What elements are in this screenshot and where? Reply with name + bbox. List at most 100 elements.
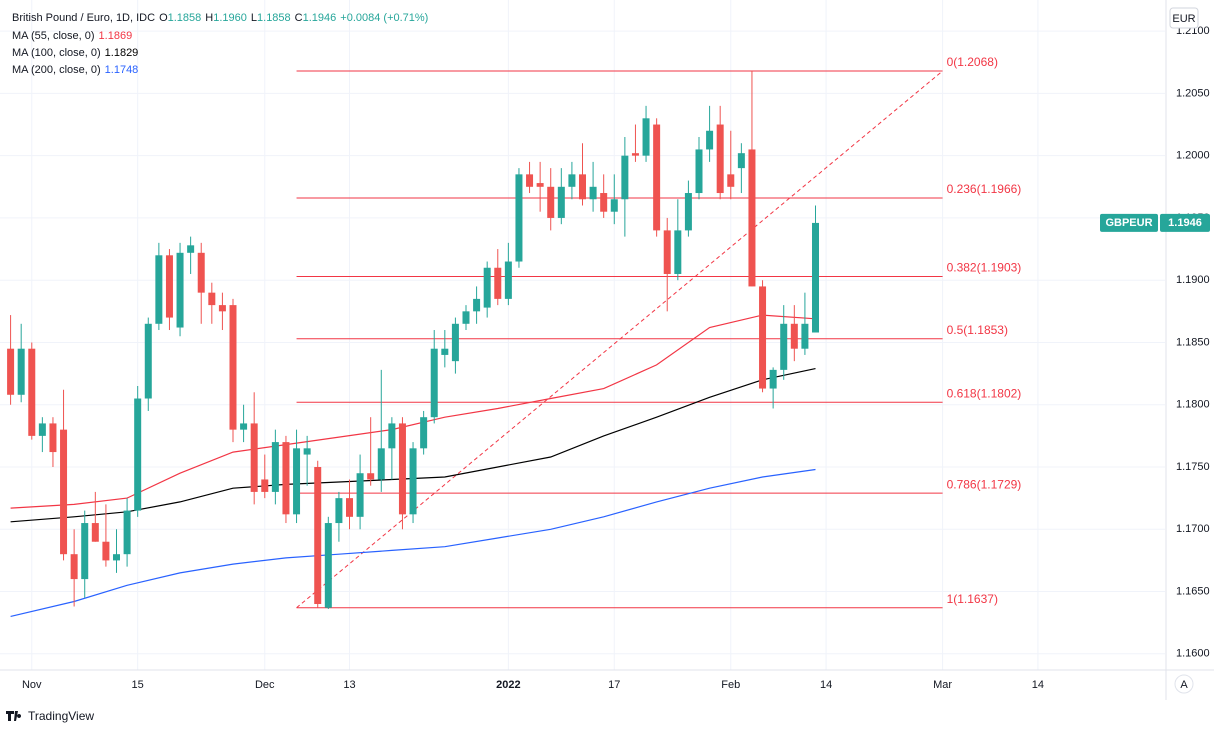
candle-body [293, 448, 301, 515]
plot: 0(1.2068) 0.236(1.1966) 0.382(1.1903) 0.5(1… [7, 55, 1022, 617]
candle-body [557, 186, 565, 218]
candle-body [123, 510, 131, 555]
legend-indicator: MA (100, close, 0) [12, 47, 101, 59]
candle-body [134, 398, 142, 511]
y-tick-label: 1.1650 [1176, 585, 1210, 597]
moving-average [10, 468, 816, 617]
candle-body [102, 541, 110, 561]
candle-body [261, 479, 269, 492]
candle-body [229, 305, 237, 430]
legend-symbol: British Pound / Euro, 1D, IDC [12, 12, 155, 24]
ticker-tag [1100, 213, 1158, 232]
x-tick-label: Mar [933, 679, 952, 691]
candle-body [367, 473, 375, 480]
x-tick-label: 2022 [496, 679, 520, 691]
fib-label: 0.618(1.1802) [947, 386, 1022, 400]
y-tick-label: 1.1700 [1176, 523, 1210, 535]
candle-body [17, 348, 25, 395]
fib-trend-line [296, 70, 943, 609]
candle-body [504, 261, 512, 299]
candle-body [176, 252, 184, 328]
candle-body [600, 193, 608, 212]
fib-label: 0(1.2068) [947, 55, 998, 69]
candle-body [398, 423, 406, 515]
fib-label: 0.236(1.1966) [947, 182, 1022, 196]
x-tick-label: 15 [132, 679, 144, 691]
last-price: 1.1946 [1168, 217, 1202, 229]
candle-body [568, 174, 576, 187]
x-tick-label: Nov [22, 679, 42, 691]
candle-body [494, 267, 502, 299]
candle-body [536, 183, 544, 187]
candle-body [91, 523, 99, 542]
candle-body [790, 323, 798, 349]
candle-body [28, 348, 36, 436]
candle-body [250, 423, 258, 492]
y-tick-label: 1.2000 [1176, 150, 1210, 162]
grid [0, 0, 1165, 670]
candle-body [642, 118, 650, 156]
candle-body [346, 498, 353, 517]
candle-body [38, 423, 46, 436]
candle-body [303, 448, 311, 455]
legend-indicator-value: 1.1869 [99, 30, 133, 42]
candle-body [113, 554, 120, 561]
currency-box[interactable] [1169, 7, 1199, 29]
x-tick-label: 14 [1032, 679, 1044, 691]
candle-body [706, 130, 714, 150]
candle-body [547, 186, 555, 218]
legend-value: 1.1960 [213, 12, 247, 24]
candle-body [674, 230, 682, 274]
candle-body [589, 186, 597, 200]
candle-body [144, 323, 152, 399]
candle-body [81, 523, 89, 580]
legend-indicator: MA (55, close, 0) [12, 30, 95, 42]
candle-body [282, 442, 290, 515]
candle-body [208, 292, 216, 306]
candle-body [759, 286, 767, 389]
auto-scale-button[interactable] [1174, 674, 1194, 694]
auto-scale-label: A [1180, 679, 1188, 691]
candle-body [695, 149, 703, 194]
candle-body [49, 423, 57, 453]
brand-logo [6, 711, 22, 721]
x-tick-label: 13 [343, 679, 355, 691]
candle-body [451, 323, 459, 362]
candle-body [462, 311, 470, 324]
legend: British Pound / Euro, 1D, IDC O 1.1858 H 1.1… [12, 12, 428, 76]
candle-body [165, 255, 173, 318]
legend-value: 1.1858 [257, 12, 291, 24]
candle-body [684, 193, 692, 231]
candle-body [377, 448, 385, 480]
candle-body [271, 442, 279, 492]
candle-body [409, 448, 417, 515]
candle-body [780, 323, 788, 370]
moving-average [10, 314, 816, 509]
candle-body [388, 423, 396, 449]
ticker: GBPEUR [1105, 217, 1152, 229]
candle-body [473, 298, 481, 312]
candle-body [314, 467, 322, 604]
candle-body [801, 323, 809, 349]
legend-value: 1.1946 [303, 12, 337, 24]
candle-body [240, 423, 248, 430]
y-tick-label: 1.2050 [1176, 87, 1210, 99]
brand-name: TradingView [28, 709, 94, 723]
x-tick-label: 17 [608, 679, 620, 691]
candle-body [483, 267, 491, 308]
axes: 1.21001.20501.20001.19501.19001.18501.18… [22, 25, 1210, 691]
candle-body [610, 199, 618, 212]
fib-label: 0.382(1.1903) [947, 261, 1022, 275]
last-price-tag [1160, 213, 1210, 232]
x-tick-label: Feb [721, 679, 740, 691]
candle-body [812, 222, 819, 333]
x-tick-label: 14 [820, 679, 832, 691]
candle-body [631, 153, 639, 156]
legend-change: +0.0084 (+0.71%) [340, 12, 428, 24]
candle-body [197, 252, 205, 293]
candle-body [7, 348, 15, 395]
candle-body [653, 124, 661, 231]
fib-label: 1(1.1637) [947, 592, 998, 606]
